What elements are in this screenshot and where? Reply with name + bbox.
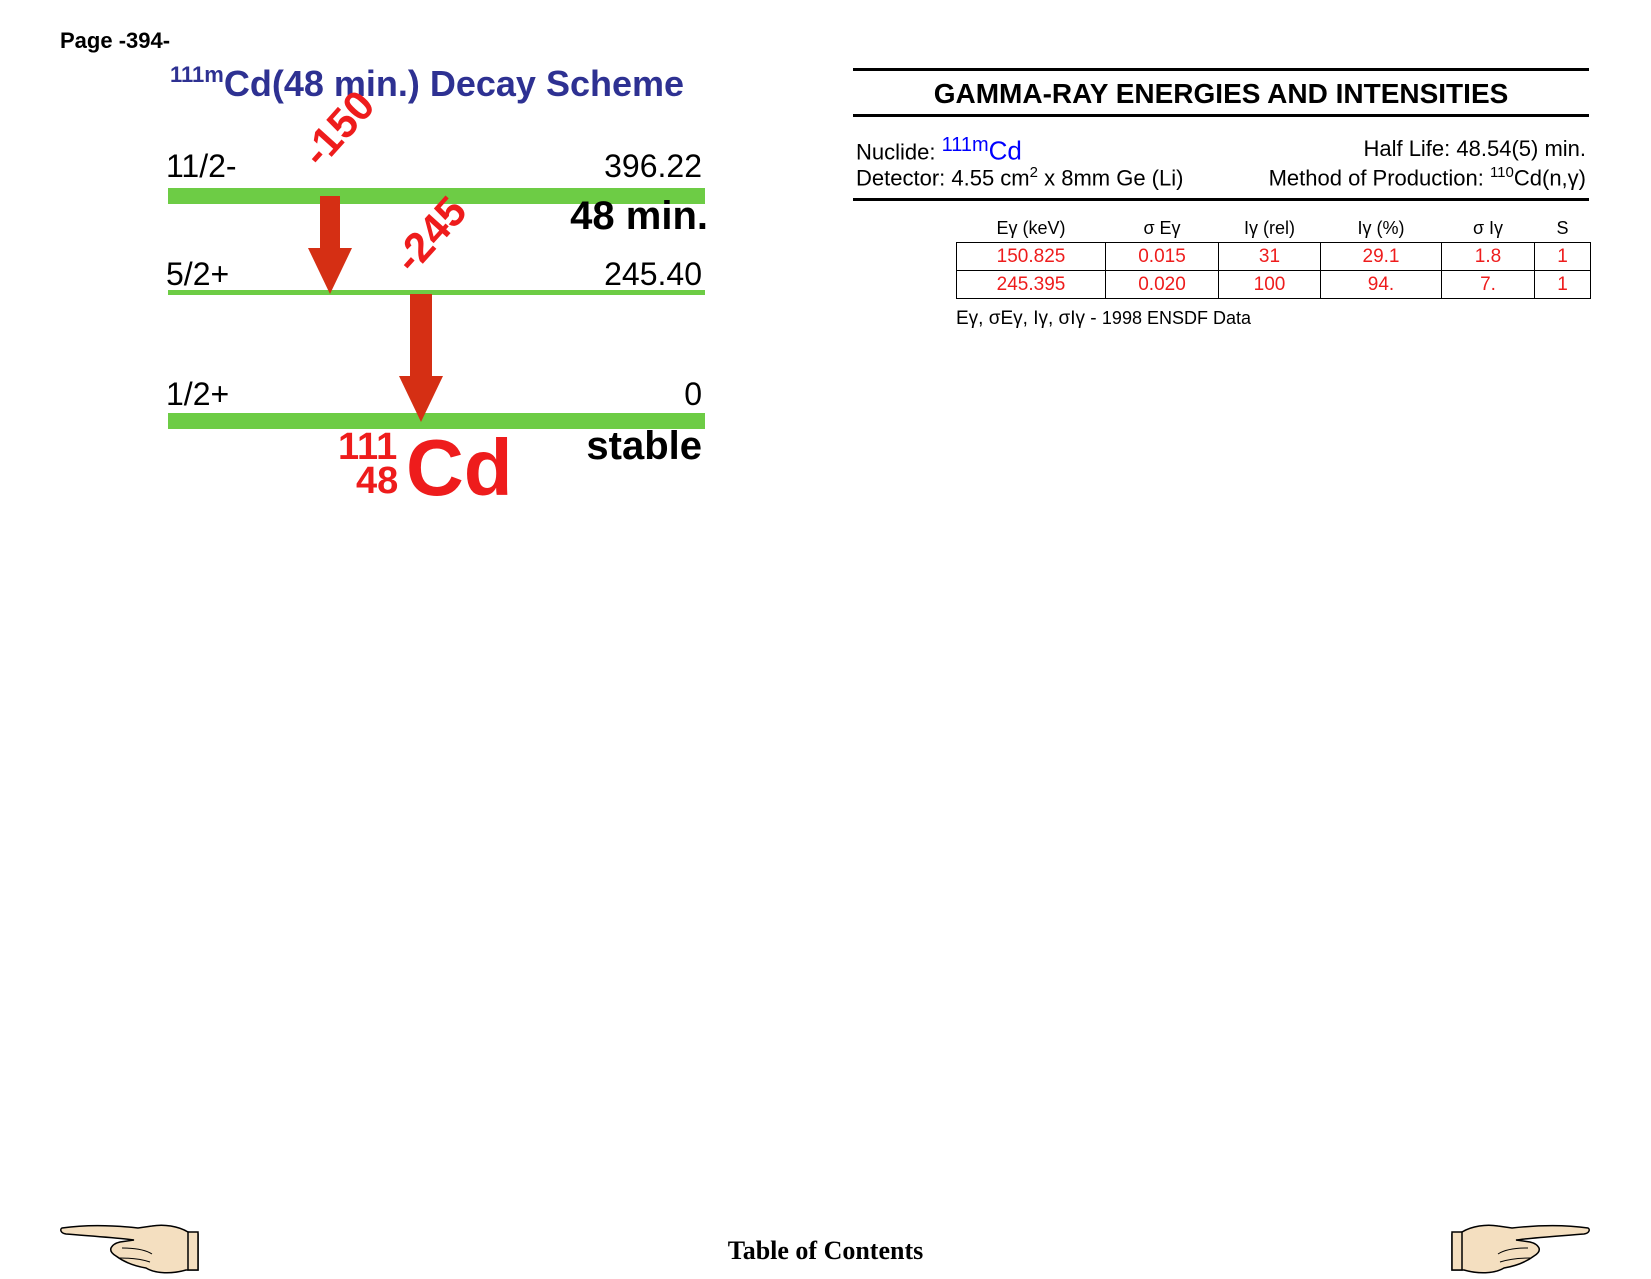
cell-s: 1 (1534, 270, 1591, 299)
title-top-rule (853, 68, 1589, 71)
note-symbols: Eγ, σEγ, Iγ, σIγ - (956, 308, 1097, 329)
header-intensity-rel: Iγ (rel) (1244, 217, 1295, 238)
header-energy: Eγ (keV) (996, 217, 1066, 238)
nuclide-mass: 111m (941, 134, 989, 156)
table-of-contents-link[interactable]: Table of Contents (727, 1236, 924, 1265)
gamma-150-arrow-shaft (320, 196, 340, 250)
product-mass-number: 111 (338, 426, 398, 468)
level-bar-245 (168, 290, 705, 295)
gamma-245-arrow-shaft (410, 294, 432, 378)
level-energy-396: 396.22 (604, 148, 702, 184)
production-text-2: Cd(n,γ) (1513, 165, 1586, 191)
header-intensity-pct: Iγ (%) (1357, 217, 1405, 238)
level-bar-396 (168, 188, 705, 204)
level-spin-5-2: 5/2+ (166, 256, 230, 292)
cell-s: 1 (1534, 242, 1591, 271)
decay-scheme-title: 111mCd(48 min.) Decay Scheme (170, 62, 684, 105)
product-element: Cd (406, 423, 513, 512)
title-text: Cd(48 min.) Decay Scheme (223, 63, 685, 104)
detector-sup: 2 (1029, 164, 1038, 181)
page-number: Page -394- (60, 28, 171, 53)
note-source: 1998 ENSDF Data (1101, 308, 1251, 328)
half-life: Half Life: 48.54(5) min. (1363, 136, 1586, 161)
product-atomic-number: 48 (356, 460, 399, 502)
gamma-150-arrow-head (308, 248, 352, 294)
nuclide-label: Nuclide: (856, 139, 942, 165)
level-energy-0: 0 (684, 376, 702, 412)
cell-sigma-energy: 0.020 (1105, 270, 1219, 299)
table-row: 150.825 0.015 31 29.1 1.8 1 (956, 242, 1591, 271)
production-sup: 110 (1489, 164, 1514, 181)
header-s: S (1556, 217, 1569, 238)
level-halflife: 48 min. (570, 194, 708, 238)
cell-sigma-intensity: 1.8 (1441, 242, 1535, 271)
cell-intensity-pct: 94. (1320, 270, 1442, 299)
level-spin-11-2: 11/2- (166, 148, 237, 184)
cell-energy: 150.825 (956, 242, 1106, 271)
data-source-note: Eγ, σEγ, Iγ, σIγ - 1998 ENSDF Data (956, 308, 1251, 330)
cell-energy: 245.395 (956, 270, 1106, 299)
gamma-245-arrow-head (399, 376, 443, 422)
cell-intensity-rel: 31 (1218, 242, 1321, 271)
title-bottom-rule (853, 114, 1589, 117)
table-row: 245.395 0.020 100 94. 7. 1 (956, 270, 1591, 299)
detector-info: Detector: 4.55 cm2 x 8mm Ge (Li) (856, 164, 1183, 191)
detector-text: Detector: 4.55 cm (856, 165, 1030, 191)
level-stable: stable (586, 424, 702, 468)
cell-intensity-rel: 100 (1218, 270, 1321, 299)
gamma-table-title: GAMMA-RAY ENERGIES AND INTENSITIES (933, 78, 1509, 109)
cell-sigma-intensity: 7. (1441, 270, 1535, 299)
level-energy-245: 245.40 (604, 256, 702, 292)
pointing-hand-left-icon[interactable] (60, 1218, 200, 1279)
nuclide-info: Nuclide: 111mCd (856, 134, 1022, 166)
level-spin-1-2: 1/2+ (166, 376, 230, 412)
header-sigma-intensity: σ Iγ (1472, 217, 1504, 238)
detector-text-2: x 8mm Ge (Li) (1037, 165, 1184, 191)
header-sigma-energy: σ Eγ (1143, 217, 1181, 238)
table-header-row: Eγ (keV) σ Eγ Iγ (rel) Iγ (%) σ Iγ S (957, 214, 1591, 243)
production-method: Method of Production: 110Cd(n,γ) (1186, 164, 1586, 191)
gamma-data-table: Eγ (keV) σ Eγ Iγ (rel) Iγ (%) σ Iγ S 150… (956, 214, 1591, 299)
title-mass-number: 111m (170, 62, 224, 87)
pointing-hand-right-icon[interactable] (1450, 1218, 1590, 1279)
production-text: Method of Production: (1268, 165, 1490, 191)
info-bottom-rule (853, 198, 1589, 201)
cell-intensity-pct: 29.1 (1320, 242, 1442, 271)
nuclide-element: Cd (988, 135, 1022, 166)
cell-sigma-energy: 0.015 (1105, 242, 1219, 271)
